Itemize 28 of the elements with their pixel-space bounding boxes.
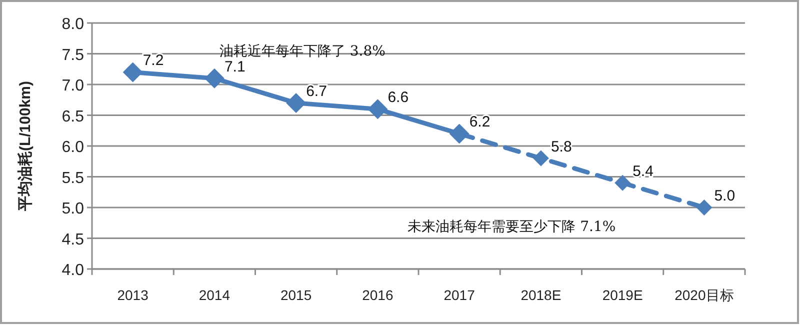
data-label: 7.2 <box>142 52 164 70</box>
y-tick-label: 8.0 <box>62 16 84 33</box>
annotation: 油耗近年每年下降了 3.8% <box>219 44 386 60</box>
x-tick-label: 2016 <box>362 287 394 303</box>
data-label: 5.0 <box>714 188 736 204</box>
data-label: 6.6 <box>388 89 409 106</box>
x-tick-label: 2013 <box>117 287 149 303</box>
y-axis-title: 平均油耗(L/100km) <box>17 80 34 212</box>
data-label: 6.7 <box>306 82 327 100</box>
data-label: 5.8 <box>550 138 572 156</box>
data-label: 6.2 <box>469 114 490 131</box>
annotation: 未来油耗每年需要至少下降 7.1% <box>408 218 616 235</box>
y-tick-label: 7.0 <box>62 78 84 94</box>
y-tick-label: 7.5 <box>62 46 84 64</box>
y-tick-label: 6.0 <box>62 139 84 156</box>
y-tick-label: 5.5 <box>62 170 84 187</box>
data-label: 5.4 <box>632 162 654 180</box>
x-tick-label: 2019E <box>602 287 643 303</box>
data-label: 7.1 <box>224 58 246 76</box>
y-tick-label: 4.0 <box>62 262 84 279</box>
x-tick-label: 2017 <box>444 287 476 303</box>
x-tick-label: 2015 <box>280 287 312 303</box>
x-tick-label: 2018E <box>520 287 562 303</box>
x-tick-label: 2020目标 <box>674 287 734 303</box>
y-tick-label: 4.5 <box>62 231 84 248</box>
x-tick-label: 2014 <box>198 287 230 303</box>
y-tick-label: 6.5 <box>62 108 84 126</box>
y-tick-label: 5.0 <box>62 200 84 218</box>
